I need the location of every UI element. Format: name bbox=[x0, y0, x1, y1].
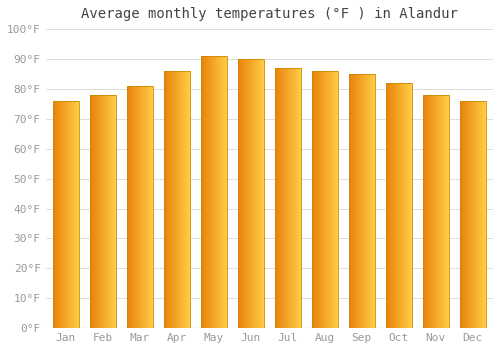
Bar bbox=[53, 101, 79, 328]
Bar bbox=[127, 86, 153, 328]
Bar bbox=[90, 95, 116, 328]
Bar bbox=[423, 95, 448, 328]
Bar bbox=[460, 101, 485, 328]
Title: Average monthly temperatures (°F ) in Alandur: Average monthly temperatures (°F ) in Al… bbox=[81, 7, 458, 21]
Bar bbox=[312, 71, 338, 328]
Bar bbox=[201, 56, 227, 328]
Bar bbox=[349, 74, 374, 328]
Bar bbox=[386, 83, 411, 328]
Bar bbox=[238, 59, 264, 328]
Bar bbox=[164, 71, 190, 328]
Bar bbox=[275, 68, 300, 328]
